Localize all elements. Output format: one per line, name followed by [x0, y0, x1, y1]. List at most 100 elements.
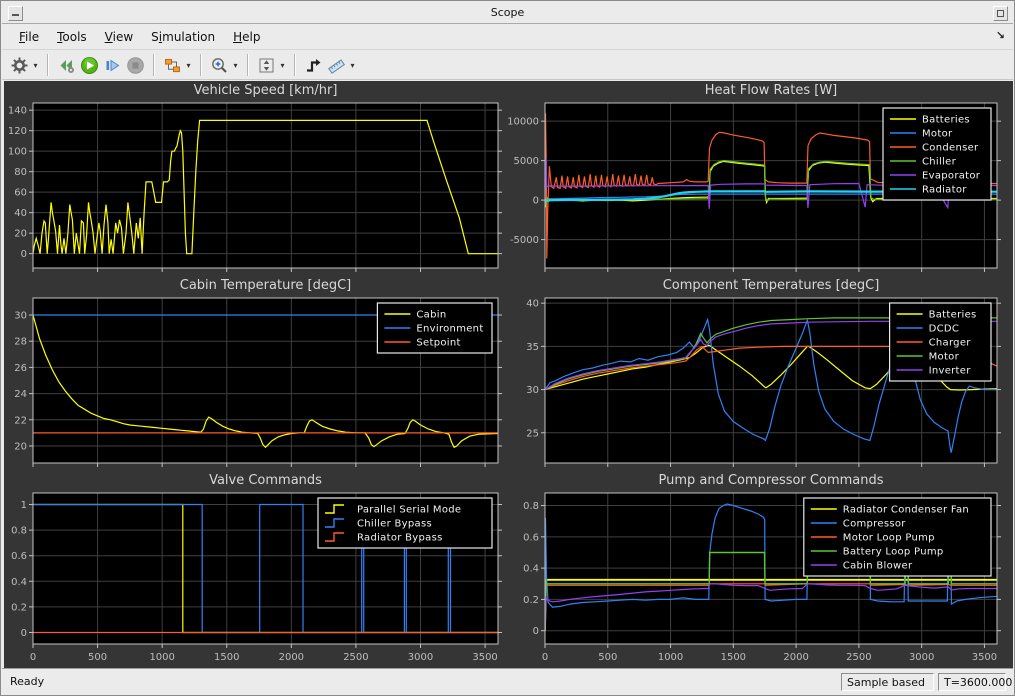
signal-selector-icon	[165, 58, 180, 72]
svg-text:Radiator: Radiator	[922, 185, 967, 196]
signal-selector-caret[interactable]: ▾	[186, 60, 191, 70]
svg-text:28: 28	[14, 337, 27, 348]
svg-text:-5000: -5000	[510, 235, 539, 246]
zoom-button[interactable]	[209, 55, 230, 76]
plot-title: Pump and Compressor Commands	[658, 473, 884, 488]
svg-text:1500: 1500	[214, 652, 239, 663]
toolbar-separator	[247, 54, 249, 76]
svg-text:DCDC: DCDC	[929, 324, 960, 335]
svg-text:20: 20	[14, 441, 27, 452]
svg-text:26: 26	[14, 363, 27, 374]
svg-text:1000: 1000	[658, 652, 683, 663]
svg-text:0: 0	[30, 652, 36, 663]
settings-button[interactable]	[9, 55, 30, 76]
svg-text:Battery Loop Pump: Battery Loop Pump	[843, 547, 944, 558]
vehicle-speed-chart: 0 20 40 60 80 100 120 140	[8, 102, 502, 272]
zoom-icon	[212, 57, 227, 73]
svg-text:Compressor: Compressor	[843, 519, 906, 530]
fit-to-view-button[interactable]	[256, 55, 277, 76]
svg-text:500: 500	[88, 652, 107, 663]
svg-text:3000: 3000	[909, 652, 934, 663]
svg-text:22: 22	[14, 415, 27, 426]
svg-text:5000: 5000	[514, 156, 539, 167]
component-temperatures-chart: 25 30 35 40 Batteries DCDC Charger Motor Inverte…	[526, 297, 1001, 467]
stop-icon	[127, 56, 144, 74]
menu-tools[interactable]: Tools	[57, 30, 87, 44]
window-title: Scope	[490, 6, 525, 19]
svg-text:2000: 2000	[279, 652, 304, 663]
svg-text:30: 30	[14, 311, 27, 322]
svg-text:1500: 1500	[721, 652, 746, 663]
svg-text:Cabin Blower: Cabin Blower	[843, 561, 913, 572]
menu-simulation[interactable]: Simulation	[151, 30, 216, 44]
zoom-dropdown-caret[interactable]: ▾	[233, 60, 238, 70]
minimize-button[interactable]	[8, 6, 23, 21]
plot-cabin-temperature: Cabin Temperature [degC] 20 22 24 26 28 30 Cab…	[6, 277, 502, 471]
valve-commands-chart: 0 0.2 0.4 0.6 0.8 1 0 500 1000 1500 2000 2500 3000 35…	[11, 492, 502, 663]
svg-text:0.8: 0.8	[523, 501, 539, 512]
fit-to-view-caret[interactable]: ▾	[280, 60, 285, 70]
menu-file[interactable]: File	[19, 30, 40, 44]
signal-selector-button[interactable]	[162, 55, 183, 76]
svg-text:Motor: Motor	[929, 352, 960, 363]
trigger-button[interactable]	[303, 55, 324, 76]
svg-text:24: 24	[14, 389, 27, 400]
pump-compressor-chart: 0 0.2 0.4 0.6 0.8 0 500 1000 1500 2000 2500 3000 350…	[523, 492, 1001, 663]
svg-text:0.4: 0.4	[523, 564, 539, 575]
plot-heat-flow-rates: Heat Flow Rates [W] -5000 0 5000 10000 Batte…	[504, 82, 1011, 276]
svg-text:3500: 3500	[972, 652, 997, 663]
svg-text:1000: 1000	[149, 652, 174, 663]
step-forward-button[interactable]	[102, 55, 123, 76]
stop-button[interactable]	[125, 55, 146, 76]
svg-text:Charger: Charger	[929, 338, 972, 349]
svg-text:Evaporator: Evaporator	[922, 171, 981, 182]
plot-component-temperatures: Component Temperatures [degC] 25 30 35 40 Ba…	[504, 277, 1011, 471]
plot-title: Valve Commands	[209, 473, 322, 488]
svg-text:0.6: 0.6	[11, 551, 27, 562]
svg-text:Motor Loop Pump: Motor Loop Pump	[843, 533, 935, 544]
status-bar: Ready Sample based T=3600.000	[2, 668, 1013, 694]
svg-text:2500: 2500	[846, 652, 871, 663]
minimize-icon	[12, 14, 19, 16]
svg-text:Motor: Motor	[922, 129, 953, 140]
cabin-temperature-chart: 20 22 24 26 28 30 Cabin Environment Setpoint	[14, 297, 502, 467]
status-sample-mode: Sample based	[841, 673, 934, 691]
run-button[interactable]	[79, 55, 100, 76]
menubar: File Tools View Simulation Help ↘	[2, 25, 1013, 50]
svg-text:Chiller Bypass: Chiller Bypass	[357, 519, 432, 530]
menu-view[interactable]: View	[104, 30, 134, 44]
svg-text:3000: 3000	[408, 652, 433, 663]
svg-text:0: 0	[533, 626, 539, 637]
settings-dropdown-caret[interactable]: ▾	[33, 60, 38, 70]
toolbar-separator	[153, 54, 155, 76]
svg-text:Batteries: Batteries	[929, 310, 977, 321]
step-back-button[interactable]	[56, 55, 77, 76]
maximize-icon	[997, 10, 1004, 17]
step-forward-icon	[106, 59, 120, 71]
measurements-button[interactable]	[326, 55, 347, 76]
svg-text:0: 0	[21, 249, 27, 260]
menu-help[interactable]: Help	[233, 30, 261, 44]
plot-valve-commands: Valve Commands 0 0.2 0.4 0.6 0.8 1 0 500 1000 150…	[6, 472, 502, 668]
plot-title: Component Temperatures [degC]	[662, 278, 880, 293]
plot-pump-compressor-commands: Pump and Compressor Commands 0 0.2 0.4 0.6 0…	[504, 472, 1011, 668]
maximize-button[interactable]	[993, 6, 1008, 21]
svg-text:Condenser: Condenser	[922, 143, 979, 154]
svg-text:Radiator Bypass: Radiator Bypass	[357, 533, 443, 544]
svg-text:0.4: 0.4	[11, 577, 27, 588]
svg-text:0.6: 0.6	[523, 532, 539, 543]
svg-text:Environment: Environment	[416, 324, 483, 335]
toolbar: ▾ ▾ ▾ ▾	[2, 51, 1013, 80]
measurements-caret[interactable]: ▾	[350, 60, 355, 70]
svg-text:0.2: 0.2	[523, 595, 539, 606]
toolbar-separator	[47, 54, 49, 76]
svg-text:Batteries: Batteries	[922, 115, 970, 126]
dock-arrow-icon[interactable]: ↘	[995, 29, 1005, 42]
svg-text:0.8: 0.8	[11, 526, 27, 537]
svg-text:140: 140	[8, 106, 27, 117]
svg-text:30: 30	[526, 385, 539, 396]
toolbar-separator	[200, 54, 202, 76]
svg-text:Setpoint: Setpoint	[416, 338, 460, 349]
plot-title: Heat Flow Rates [W]	[704, 83, 838, 98]
fit-to-view-icon	[259, 58, 274, 72]
